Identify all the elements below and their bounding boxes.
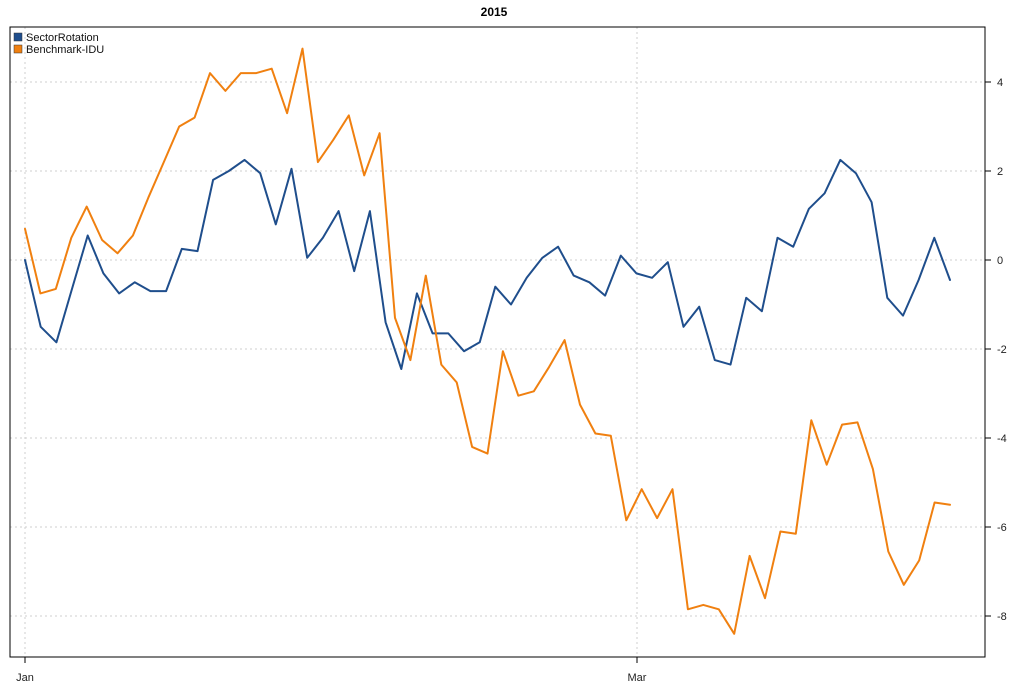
- y-tick-label: 4: [997, 77, 1003, 89]
- y-tick-label: -8: [997, 611, 1007, 623]
- chart-title: 2015: [481, 5, 508, 19]
- x-tick-label: Mar: [628, 672, 647, 683]
- x-axis: Jan Mar: [16, 657, 647, 683]
- y-tick-label: -2: [997, 344, 1007, 356]
- series-line-sectorrotation: [24, 158, 951, 370]
- plot-frame: [9, 26, 986, 658]
- legend-label: Benchmark-IDU: [26, 44, 104, 56]
- x-tick-label: Jan: [16, 672, 34, 683]
- series-layer: [24, 47, 951, 635]
- y-tick-label: 2: [997, 166, 1003, 178]
- y-tick-label: -4: [997, 433, 1007, 445]
- y-tick-label: 0: [997, 255, 1003, 267]
- y-tick-label: -6: [997, 522, 1007, 534]
- y-axis: -8 -6 -4 -2 0 2 4: [985, 77, 1007, 623]
- series-line-benchmark-idu: [24, 47, 951, 635]
- legend-swatch: [13, 32, 23, 42]
- legend-swatch: [13, 44, 23, 54]
- legend-label: SectorRotation: [26, 32, 99, 44]
- grid: [10, 27, 985, 657]
